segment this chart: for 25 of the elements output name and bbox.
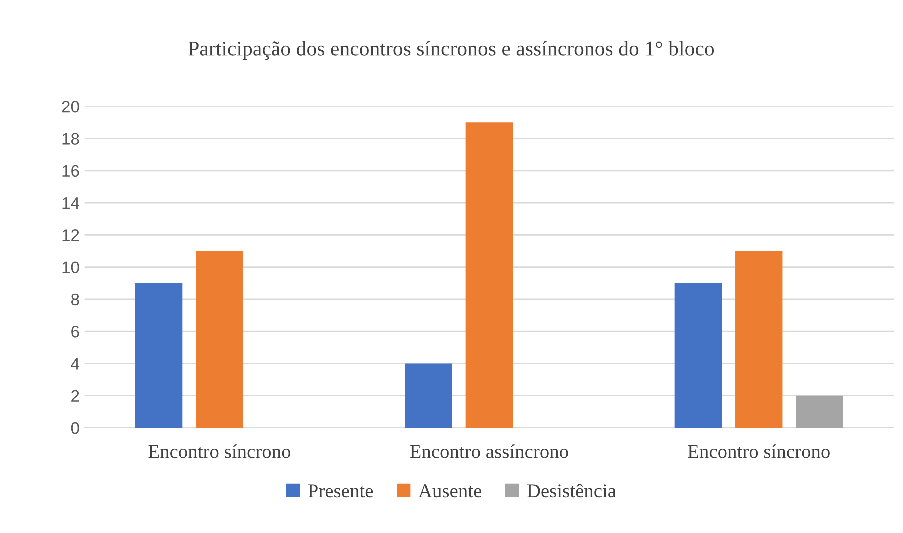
bar	[796, 396, 844, 428]
y-tick-label: 14	[62, 198, 80, 210]
y-tick-label: 4	[71, 358, 80, 370]
bar	[466, 122, 514, 428]
y-tick-label: 16	[62, 165, 80, 178]
x-tick-label: Encontro síncrono	[148, 444, 291, 458]
y-tick-label: 20	[62, 101, 80, 113]
bar	[135, 283, 183, 428]
y-tick-label: 8	[71, 294, 80, 306]
bar	[196, 251, 244, 428]
bar	[405, 364, 452, 428]
y-tick-label: 2	[72, 390, 80, 402]
y-tick-label: 6	[72, 326, 80, 338]
legend-label: Desistência	[527, 484, 616, 498]
x-tick-label: Encontro síncrono	[688, 444, 830, 458]
legend-label: Presente	[308, 484, 374, 498]
bar	[736, 251, 783, 428]
y-tick-label: 0	[71, 422, 80, 434]
chart-title: Participação dos encontros síncronos e assíncronos do 1° bloco	[188, 41, 714, 60]
y-tick-label: 10	[62, 262, 80, 274]
bar	[674, 283, 722, 428]
y-tick-label: 18	[62, 133, 80, 145]
y-tick-label: 12	[62, 230, 80, 242]
x-tick-label: Encontro assíncrono	[410, 444, 568, 458]
legend-label: Ausente	[418, 484, 482, 498]
